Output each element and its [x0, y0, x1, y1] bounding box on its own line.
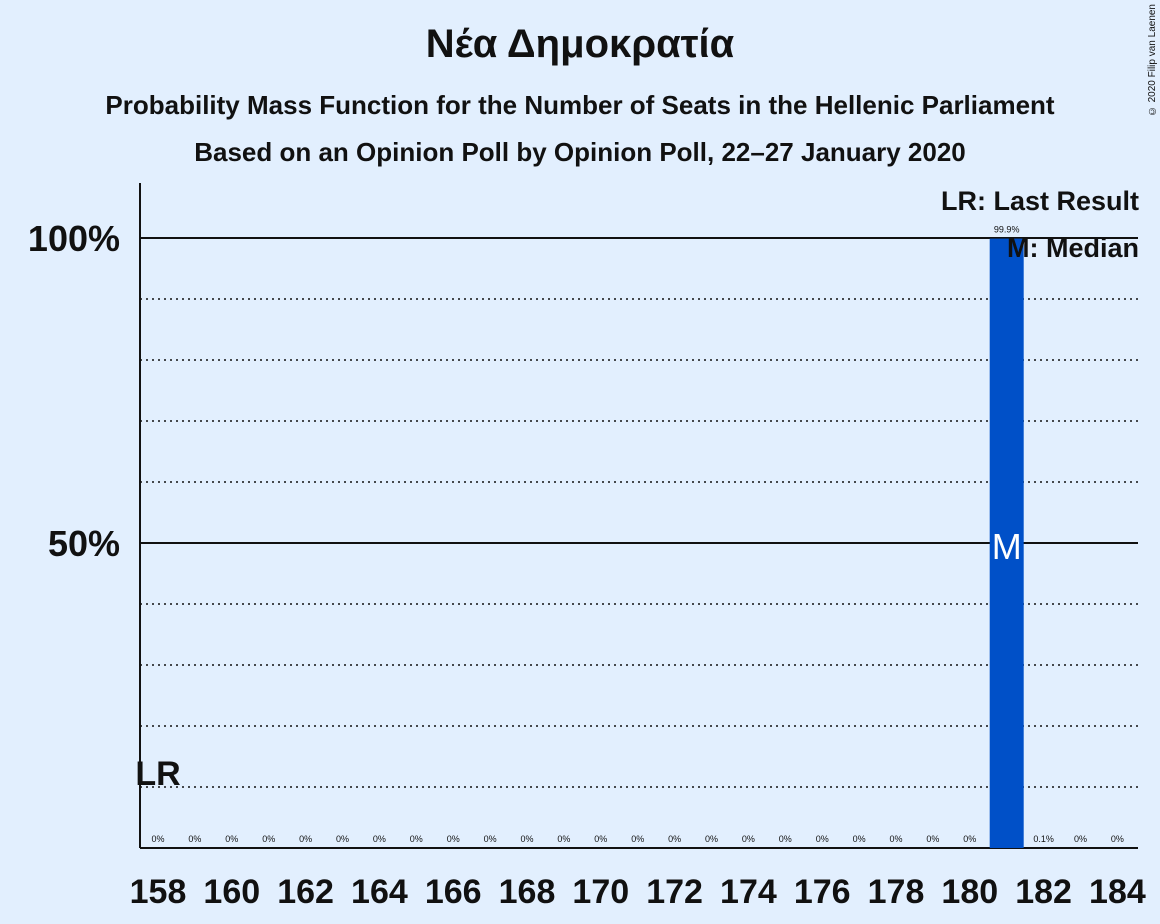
bar-value-label: 0% [447, 834, 460, 844]
bar-value-label: 0% [188, 834, 201, 844]
bar-value-label: 0% [926, 834, 939, 844]
bar-value-label: 0% [779, 834, 792, 844]
x-tick-label: 172 [646, 873, 703, 911]
chart-title: Νέα Δημοκρατία [425, 22, 735, 66]
bar-value-label: 0% [963, 834, 976, 844]
x-tick-label: 180 [941, 873, 998, 911]
y-tick-label: 50% [48, 523, 120, 564]
chart-subtitle-source: Based on an Opinion Poll by Opinion Poll… [194, 137, 966, 167]
bar-value-label: 0% [373, 834, 386, 844]
bar-value-label: 0% [1111, 834, 1124, 844]
bar-value-label: 0% [299, 834, 312, 844]
x-tick-label: 160 [203, 873, 260, 911]
x-tick-label: 174 [720, 873, 777, 911]
bar-value-label: 0.1% [1033, 834, 1054, 844]
x-tick-label: 158 [130, 873, 187, 911]
bar-value-label: 0% [410, 834, 423, 844]
bar-value-label: 0% [262, 834, 275, 844]
x-tick-label: 176 [794, 873, 851, 911]
chart-subtitle: Probability Mass Function for the Number… [105, 90, 1055, 120]
x-tick-label: 170 [572, 873, 629, 911]
bar-value-label: 0% [668, 834, 681, 844]
bar-value-label: 0% [225, 834, 238, 844]
x-tick-label: 164 [351, 873, 408, 911]
bar-value-label: 0% [336, 834, 349, 844]
bar-value-label: 0% [520, 834, 533, 844]
bar-value-label: 0% [816, 834, 829, 844]
bar-value-label: 0% [889, 834, 902, 844]
x-tick-label: 166 [425, 873, 482, 911]
x-tick-label: 182 [1015, 873, 1072, 911]
bar-value-label: 0% [631, 834, 644, 844]
bar-value-label: 99.9% [994, 225, 1020, 235]
bar-value-label: 0% [705, 834, 718, 844]
bar-value-label: 0% [151, 834, 164, 844]
legend-median: M: Median [1007, 233, 1139, 263]
bar [989, 238, 1024, 849]
bar-value-label: 0% [742, 834, 755, 844]
bar-value-label: 0% [557, 834, 570, 844]
bar-value-label: 0% [594, 834, 607, 844]
median-marker: M [992, 526, 1022, 567]
bar-value-label: 0% [484, 834, 497, 844]
last-result-marker: LR [135, 755, 180, 793]
x-tick-label: 184 [1089, 873, 1146, 911]
x-tick-label: 178 [868, 873, 925, 911]
bar-value-label: 0% [853, 834, 866, 844]
legend-last-result: LR: Last Result [941, 186, 1139, 216]
y-tick-label: 100% [28, 218, 120, 259]
x-tick-label: 162 [277, 873, 334, 911]
x-tick-label: 168 [499, 873, 556, 911]
bar-value-label: 0% [1074, 834, 1087, 844]
